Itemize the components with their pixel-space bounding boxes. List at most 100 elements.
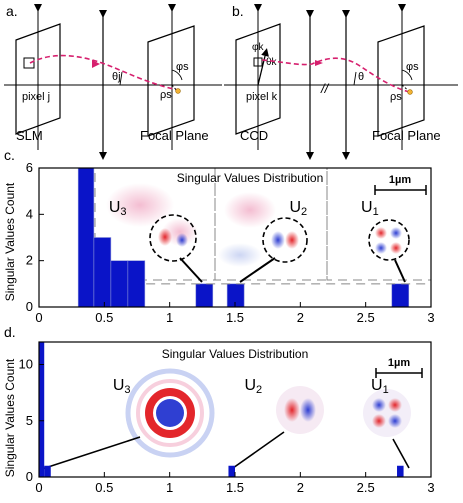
u1d-lobe-tr [388,398,402,412]
panel-b-schematic: b. φk θk // θ φs ρs pixel k CCD Focal Pl… [224,3,458,160]
slm-plane [15,23,61,135]
scale-bar-label-c: 1µm [389,174,411,186]
x-tick-label: 1 [166,310,173,325]
mode-label-u2: U2 [244,377,262,396]
u1-lobe-tl [375,227,387,239]
u1-lobe-bl [375,242,387,254]
u1-halo [363,389,411,437]
u3-blue-core [156,399,184,427]
ray-arrowhead-b [315,60,323,66]
u3-blue-lobe [176,233,188,247]
histogram-bar-5 [226,283,245,308]
y-tick-label: 6 [26,160,33,175]
u1-zoom-circle [368,219,410,261]
histogram-bar-0 [77,167,95,308]
u3-outer-halo [125,368,215,458]
u2d-connector [232,431,285,469]
focal-point-a [175,88,181,94]
panel-c-title: Singular Values Distribution [177,171,324,185]
slm-label: SLM [16,128,43,143]
x-tick-label: 0.5 [95,480,113,495]
x-tick-label: 2 [297,480,304,495]
focal-plane-a [147,25,195,137]
inset-u1-frame [326,167,432,281]
x-tick-label: 2 [297,310,304,325]
phi-label-a: φs [176,61,189,73]
u2-blue-lobe [271,231,285,249]
x-tick-label: 1.5 [226,480,244,495]
y-tick-label: 0 [26,469,33,484]
u1-lobe-br [390,242,402,254]
rho-label-b: ρs [390,91,402,103]
pixel-k-square [253,57,263,67]
u2d-blue-lobe [300,398,316,422]
u3-pink-halo [136,379,204,447]
rho-label-a: ρs [160,89,172,101]
u3d-connector [41,436,141,470]
y-tick-label: 2 [26,253,33,268]
x-tick-label: 1.5 [226,310,244,325]
pixel-k-label: pixel k [246,91,278,103]
theta-arc-b [353,71,357,86]
pixel-j-square [23,57,35,69]
x-tick-label: 0 [35,480,42,495]
histogram-bar-2 [228,465,235,477]
axis-break: // [320,81,330,96]
mode-label-u1: U1 [361,199,379,218]
panel-a-schematic: a. θj φs ρs pixel j SLM Focal Plane [4,3,222,160]
panel-d-plot: 0 0.5 1 1.5 2 2.5 3 0 5 10 U3 U2 U1 [19,341,435,495]
ccd-label: CCD [240,128,268,143]
panel-a-label: a. [6,3,18,19]
panel-b-label: b. [232,3,244,19]
mode-label-u3: U3 [109,199,127,218]
theta-k-label: θk [266,57,278,68]
u3-red-lobe [158,228,172,246]
ray-trajectory-a [29,54,179,91]
panel-d-ylabel: Singular Values Count [3,358,17,477]
histogram-bar-3 [127,260,146,308]
u1d-lobe-tl [372,398,386,412]
y-tick-label: 0 [26,299,33,314]
phi-label-b: φs [406,61,419,73]
rho-line-a [171,84,179,93]
ray-trajectory-b [261,57,411,93]
u2-red-lobe [285,231,299,249]
phi-arc-b [401,69,413,81]
panel-d-chart: d. Singular Values Count Singular Values… [3,324,435,495]
focal-plane-label-a: Focal Plane [140,128,209,143]
histogram-bar-1 [44,465,51,477]
u2-blue-haze [218,243,262,267]
u3-zoom-circle [149,214,197,262]
x-tick-label: 1 [166,480,173,495]
phi-k-label: φk [252,42,264,53]
mode-label-u3: U3 [113,377,131,396]
theta-label-a: θj [112,71,121,83]
focal-point-b [407,89,413,95]
focal-plane-label-b: Focal Plane [372,128,441,143]
x-tick-label: 3 [427,480,434,495]
u1d-connector [392,438,410,469]
u2-haze [224,192,276,228]
ccd-plane [235,23,281,135]
x-tick-label: 3 [427,310,434,325]
theta-arc-a [119,71,123,86]
u2d-red-lobe [284,398,300,422]
panel-d-label: d. [4,324,16,340]
u3-connector [179,257,203,283]
pixel-j-label: pixel j [22,91,50,103]
y-tick-label: 4 [26,206,33,221]
phi-arc-a [171,69,183,81]
u1d-lobe-bl [372,414,386,428]
u3-haze [106,183,174,227]
u1-connector [394,259,406,283]
histogram-bar-4 [195,283,214,308]
bars [77,167,410,308]
panel-c-chart: c. Singular Values Count [3,147,435,325]
u2-connector [239,257,276,283]
theta-label-b: θ [358,71,364,83]
u2-zoom-circle [262,217,308,263]
u1d-lobe-br [388,414,402,428]
y-tick-label: 5 [26,413,33,428]
ray-arrowhead-a [92,60,100,68]
